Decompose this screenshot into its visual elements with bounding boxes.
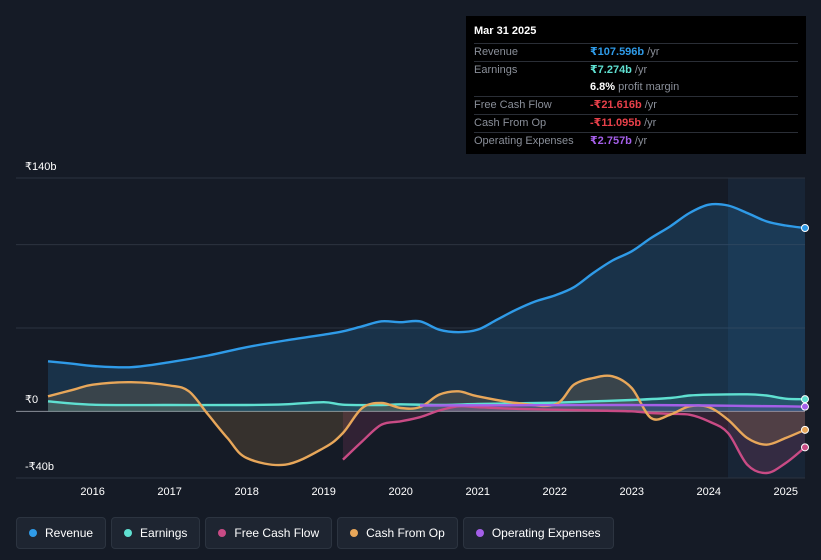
tooltip-unit: /yr [634,135,648,147]
tooltip-unit: /yr [634,64,648,76]
revenue-dot-icon [29,529,37,537]
legend-label: Operating Expenses [491,526,601,540]
tooltip-value: ₹2.757b [590,135,632,147]
earnings-end-point [801,395,809,404]
tooltip-unit: /yr [644,99,657,111]
legend-item-operating-expenses[interactable]: Operating Expenses [462,517,614,549]
tooltip-value: ₹7.274b [590,64,632,76]
revenue-area [48,204,805,412]
tooltip-value: -₹21.616b [590,99,642,111]
y-axis-label-zero: ₹0 [25,394,39,406]
x-tick-label: 2018 [234,486,258,498]
legend-label: Free Cash Flow [234,526,320,540]
tooltip-row-margin: 6.8% profit margin [474,79,798,96]
x-tick-label: 2022 [542,486,566,498]
revenue-line [47,202,806,369]
tooltip-date: Mar 31 2025 [474,25,537,37]
legend-item-revenue[interactable]: Revenue [16,517,107,549]
tooltip-row-earnings: Earnings ₹7.274b /yr [474,61,798,79]
operating-expenses-end-point [801,402,809,411]
tooltip-row-fcf: Free Cash Flow -₹21.616b /yr [474,96,798,114]
y-axis-label-bottom: -₹40b [25,461,55,473]
tooltip-panel: Mar 31 2025 Revenue ₹107.596b /yr Earnin… [466,16,806,154]
legend-item-free-cash-flow[interactable]: Free Cash Flow [205,517,333,549]
free-cash-flow-end-point [801,443,809,452]
tooltip-label: Operating Expenses [474,135,574,147]
earnings-line [47,393,806,407]
free-cash-flow-line [342,404,806,475]
tooltip-unit: /yr [647,46,660,58]
cash-from-op-end-point [801,425,809,434]
tooltip-label: Earnings [474,64,518,76]
x-tick-label: 2025 [774,486,798,498]
earnings-area [48,394,805,412]
tooltip-unit: profit margin [618,81,680,93]
legend: Revenue Earnings Free Cash Flow Cash Fro… [16,517,614,549]
tooltip-value: ₹107.596b [590,46,645,58]
x-tick-label: 2019 [311,486,335,498]
x-tick-label: 2021 [465,486,489,498]
legend-label: Revenue [45,526,94,540]
x-tick-label: 2016 [80,486,104,498]
free-cash-flow-dot-icon [218,529,227,537]
tooltip-label: Free Cash Flow [474,99,552,111]
legend-label: Cash From Op [366,526,445,540]
tooltip-row-opex: Operating Expenses ₹2.757b /yr [474,132,798,150]
x-tick-label: 2017 [157,486,181,498]
y-axis-label-top: ₹140b [25,161,57,173]
x-tick-label: 2023 [619,486,643,498]
tooltip-label [474,79,590,96]
earnings-dot-icon [124,529,133,537]
cash-from-op-dot-icon [350,529,359,537]
legend-item-cash-from-op[interactable]: Cash From Op [337,517,458,549]
chart-area: 2016 2017 2018 2019 2020 2021 2022 2023 2024 2025 [16,177,809,498]
tooltip-label: Revenue [474,46,519,58]
legend-item-earnings[interactable]: Earnings [111,517,201,549]
tooltip-value: -₹11.095b [590,117,642,129]
tooltip-label: Cash From Op [474,117,547,129]
tooltip-row-cfo: Cash From Op -₹11.095b /yr [474,114,798,132]
tooltip-row-revenue: Revenue ₹107.596b /yr [474,43,798,61]
legend-label: Earnings [140,526,188,540]
x-tick-label: 2024 [696,486,720,498]
operating-expenses-dot-icon [475,529,484,537]
cash-from-op-area [48,375,805,466]
operating-expenses-line [419,403,806,408]
x-tick-label: 2020 [388,486,412,498]
tooltip-value: 6.8% [590,81,616,93]
free-cash-flow-area [342,406,805,474]
revenue-end-point [801,224,809,232]
tooltip-unit: /yr [644,117,657,129]
